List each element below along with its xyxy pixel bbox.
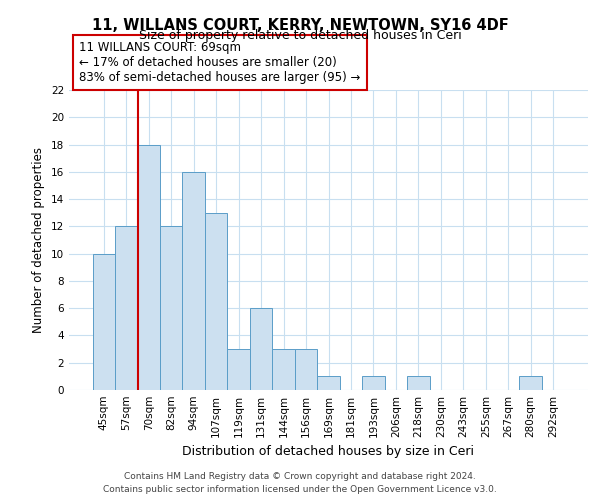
Bar	[362, 376, 385, 390]
Bar	[272, 349, 295, 390]
Text: Contains HM Land Registry data © Crown copyright and database right 2024.
Contai: Contains HM Land Registry data © Crown c…	[103, 472, 497, 494]
Bar	[317, 376, 340, 390]
Bar	[92, 254, 115, 390]
Bar	[182, 172, 205, 390]
Bar	[520, 376, 542, 390]
Bar	[137, 144, 160, 390]
Text: Size of property relative to detached houses in Ceri: Size of property relative to detached ho…	[139, 29, 461, 42]
Text: 11, WILLANS COURT, KERRY, NEWTOWN, SY16 4DF: 11, WILLANS COURT, KERRY, NEWTOWN, SY16 …	[92, 18, 508, 32]
Text: 11 WILLANS COURT: 69sqm
← 17% of detached houses are smaller (20)
83% of semi-de: 11 WILLANS COURT: 69sqm ← 17% of detache…	[79, 41, 361, 84]
Bar	[227, 349, 250, 390]
Bar	[115, 226, 137, 390]
Y-axis label: Number of detached properties: Number of detached properties	[32, 147, 46, 333]
Bar	[250, 308, 272, 390]
X-axis label: Distribution of detached houses by size in Ceri: Distribution of detached houses by size …	[182, 446, 475, 458]
Bar	[160, 226, 182, 390]
Bar	[295, 349, 317, 390]
Bar	[205, 212, 227, 390]
Bar	[407, 376, 430, 390]
